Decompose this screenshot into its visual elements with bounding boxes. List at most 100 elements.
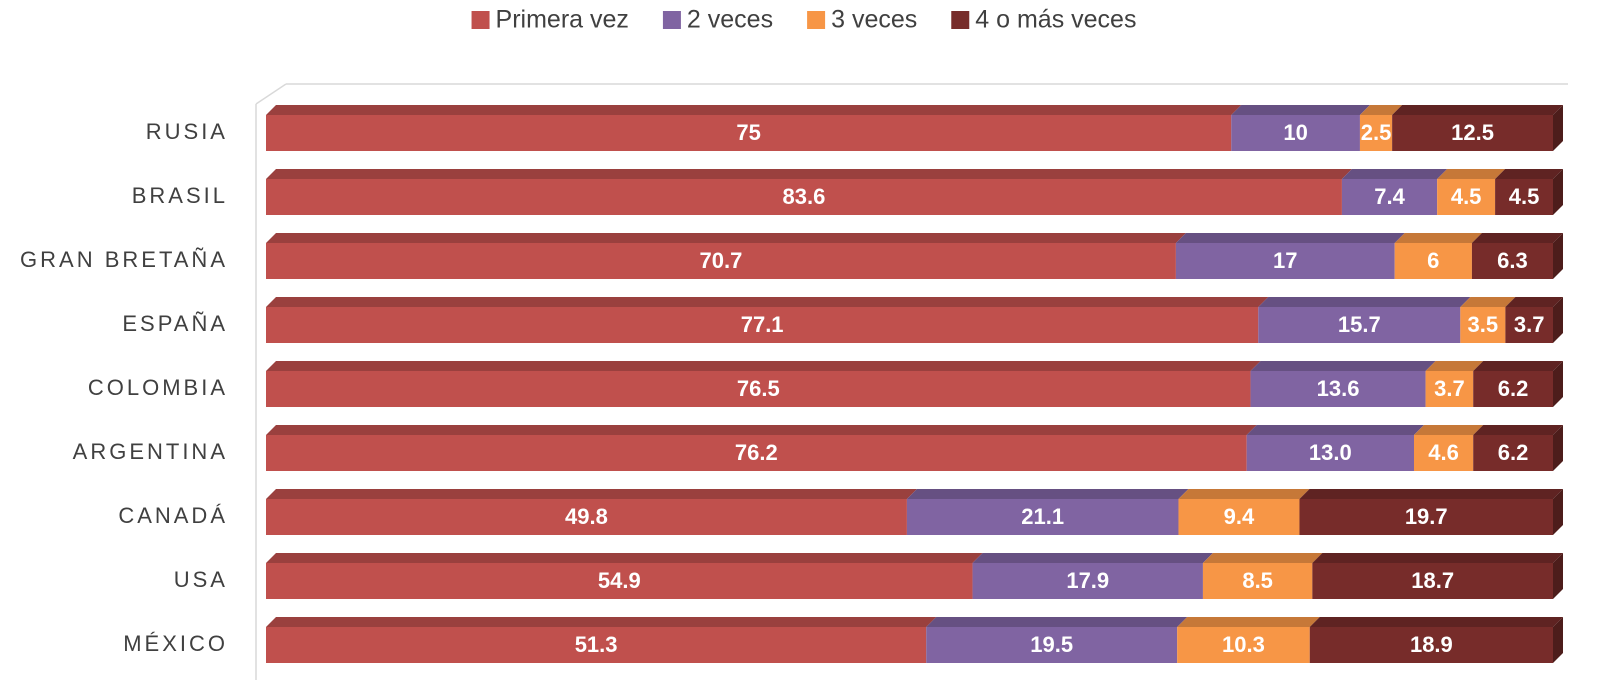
bar-side-face [1553, 169, 1563, 215]
data-label: 21.1 [1021, 504, 1064, 529]
bar-front-face [1309, 627, 1553, 663]
bar-top-face [266, 105, 1242, 115]
data-label: 4.5 [1509, 184, 1540, 209]
category-label: GRAN BRETAÑA [20, 247, 228, 272]
bar-segment [266, 361, 1261, 407]
bar-top-face [1312, 553, 1563, 563]
bar-top-face [1309, 617, 1563, 627]
category-label: MÉXICO [123, 631, 228, 656]
data-label: 6 [1427, 248, 1439, 273]
bar-top-face [266, 553, 983, 563]
data-label: 2.5 [1361, 120, 1392, 145]
bar-segment [266, 553, 983, 599]
data-label: 4.6 [1428, 440, 1459, 465]
bar-segment [1505, 297, 1563, 343]
bar-top-face [1425, 361, 1484, 371]
data-label: 77.1 [741, 312, 784, 337]
bar-top-face [1460, 297, 1516, 307]
bar-front-face [266, 371, 1251, 407]
category-label: COLOMBIA [88, 375, 228, 400]
bar-top-face [266, 233, 1186, 243]
data-label: 18.7 [1411, 568, 1454, 593]
bar-segment [1437, 169, 1506, 215]
bar-side-face [1553, 617, 1563, 663]
bar-side-face [1553, 425, 1563, 471]
category-label: RUSIA [146, 119, 228, 144]
data-label: 76.2 [735, 440, 778, 465]
bar-segment [1471, 233, 1563, 279]
bar-front-face [1359, 115, 1393, 151]
bar-top-face [266, 617, 937, 627]
bar-top-face [1202, 553, 1323, 563]
bar-front-face [266, 115, 1232, 151]
data-label: 83.6 [783, 184, 826, 209]
bar-segment [1258, 297, 1471, 343]
category-label: CANADÁ [118, 503, 228, 528]
legend-label: 3 veces [831, 6, 917, 34]
bar-top-face [1250, 361, 1436, 371]
bar-segment [1495, 169, 1563, 215]
bar-top-face [266, 425, 1257, 435]
bar-segment [1299, 489, 1563, 535]
data-label: 8.5 [1242, 568, 1273, 593]
bar-segment [926, 617, 1188, 663]
bar-top-face [1394, 233, 1482, 243]
data-label: 13.0 [1309, 440, 1352, 465]
data-label: 6.3 [1497, 248, 1528, 273]
data-label: 70.7 [700, 248, 743, 273]
bar-front-face [1250, 371, 1426, 407]
bar-segment [1175, 233, 1405, 279]
bar-front-face [266, 563, 973, 599]
bar-top-face [1359, 105, 1403, 115]
data-label: 3.5 [1468, 312, 1499, 337]
bar-front-face [1258, 307, 1461, 343]
bar-front-face [1202, 563, 1313, 599]
bar-top-face [1341, 169, 1448, 179]
data-label: 19.5 [1030, 632, 1073, 657]
bar-segment [1394, 233, 1482, 279]
bar-side-face [1553, 105, 1563, 151]
bar-top-face [1246, 425, 1425, 435]
bar-top-face [906, 489, 1189, 499]
bar-top-face [266, 169, 1352, 179]
data-label: 4.5 [1451, 184, 1482, 209]
data-label: 17.9 [1066, 568, 1109, 593]
bar-top-face [1473, 361, 1563, 371]
legend-label: Primera vez [496, 6, 629, 34]
bar-front-face [906, 499, 1179, 535]
data-label: 19.7 [1405, 504, 1448, 529]
bar-top-face [1231, 105, 1370, 115]
bar-segment [1177, 617, 1320, 663]
data-label: 3.7 [1514, 312, 1545, 337]
bar-segment [1425, 361, 1484, 407]
data-label: 7.4 [1374, 184, 1405, 209]
data-label: 75 [736, 120, 760, 145]
bar-top-face [1437, 169, 1506, 179]
bar-front-face [1299, 499, 1553, 535]
category-label: BRASIL [132, 183, 228, 208]
data-label: 10.3 [1222, 632, 1265, 657]
bar-top-face [1258, 297, 1471, 307]
bar-front-face [1473, 371, 1553, 407]
data-label: 9.4 [1224, 504, 1255, 529]
bar-front-face [1460, 307, 1506, 343]
bar-segment [266, 297, 1269, 343]
data-label: 6.2 [1498, 440, 1529, 465]
data-label: 13.6 [1317, 376, 1360, 401]
bar-front-face [1394, 243, 1472, 279]
bar-front-face [1341, 179, 1438, 215]
bar-top-face [1178, 489, 1310, 499]
bar-segment [1473, 361, 1563, 407]
bar-segment [266, 489, 917, 535]
legend-label: 2 veces [687, 6, 773, 34]
bar-side-face [1553, 233, 1563, 279]
bar-top-face [266, 361, 1261, 371]
data-label: 12.5 [1451, 120, 1494, 145]
data-label: 3.7 [1434, 376, 1465, 401]
bar-front-face [1473, 435, 1553, 471]
legend-swatch [807, 11, 826, 29]
bar-front-face [1414, 435, 1474, 471]
bar-segment [972, 553, 1213, 599]
bar-top-face [972, 553, 1213, 563]
